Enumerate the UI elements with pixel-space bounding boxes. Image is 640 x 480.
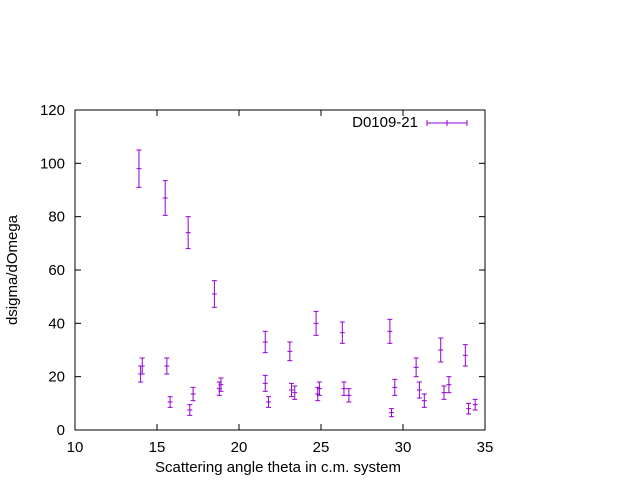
data-point bbox=[139, 357, 145, 375]
data-point bbox=[466, 402, 472, 415]
y-tick-label: 80 bbox=[48, 209, 65, 226]
data-point bbox=[441, 385, 447, 400]
data-point bbox=[190, 386, 196, 402]
x-tick-label: 35 bbox=[477, 439, 494, 456]
legend-sample-errorbar bbox=[426, 120, 468, 126]
data-point bbox=[292, 385, 298, 400]
data-point bbox=[288, 382, 294, 398]
y-tick-label: 120 bbox=[40, 102, 65, 119]
data-point bbox=[392, 378, 398, 396]
y-tick-label: 20 bbox=[48, 369, 65, 386]
x-axis-title: Scattering angle theta in c.m. system bbox=[155, 459, 401, 476]
y-axis-title: dsigma/dOmega bbox=[4, 214, 21, 325]
x-tick-label: 10 bbox=[67, 439, 84, 456]
y-tick-label: 100 bbox=[40, 155, 65, 172]
data-point bbox=[413, 357, 419, 378]
data-point bbox=[339, 321, 345, 344]
data-point bbox=[187, 404, 193, 416]
data-point bbox=[446, 376, 452, 394]
x-tick-label: 20 bbox=[231, 439, 248, 456]
legend: D0109-21 bbox=[352, 114, 468, 131]
data-point bbox=[438, 337, 444, 363]
data-point bbox=[136, 149, 142, 188]
data-point bbox=[387, 318, 393, 344]
plot-frame bbox=[74, 109, 486, 431]
data-point bbox=[416, 381, 422, 399]
data-point bbox=[162, 180, 168, 216]
data-point bbox=[185, 216, 191, 250]
data-point bbox=[421, 393, 427, 408]
y-tick-label: 0 bbox=[57, 422, 65, 439]
data-point bbox=[341, 381, 347, 396]
data-point bbox=[472, 398, 478, 411]
x-tick-label: 25 bbox=[313, 439, 330, 456]
x-tick-label: 30 bbox=[395, 439, 412, 456]
tick-marks bbox=[74, 109, 486, 431]
data-point bbox=[266, 396, 272, 408]
data-point bbox=[316, 381, 322, 396]
data-point bbox=[211, 280, 217, 308]
data-point bbox=[262, 330, 268, 354]
y-tick-label: 40 bbox=[48, 315, 65, 332]
data-point bbox=[218, 377, 224, 392]
data-point bbox=[389, 408, 395, 418]
data-point bbox=[164, 357, 170, 375]
data-points bbox=[136, 149, 478, 418]
y-tick-labels: 0 20 40 60 80 100 120 bbox=[40, 102, 65, 439]
x-tick-label: 15 bbox=[149, 439, 166, 456]
data-point bbox=[167, 396, 173, 408]
data-point bbox=[313, 310, 319, 336]
data-point bbox=[346, 388, 352, 403]
data-point bbox=[287, 341, 293, 362]
x-tick-labels: 10 15 20 25 30 35 bbox=[67, 439, 494, 456]
data-point bbox=[262, 374, 268, 392]
y-tick-label: 60 bbox=[48, 262, 65, 279]
legend-label-d0109-21: D0109-21 bbox=[352, 114, 418, 131]
data-point bbox=[462, 344, 468, 367]
